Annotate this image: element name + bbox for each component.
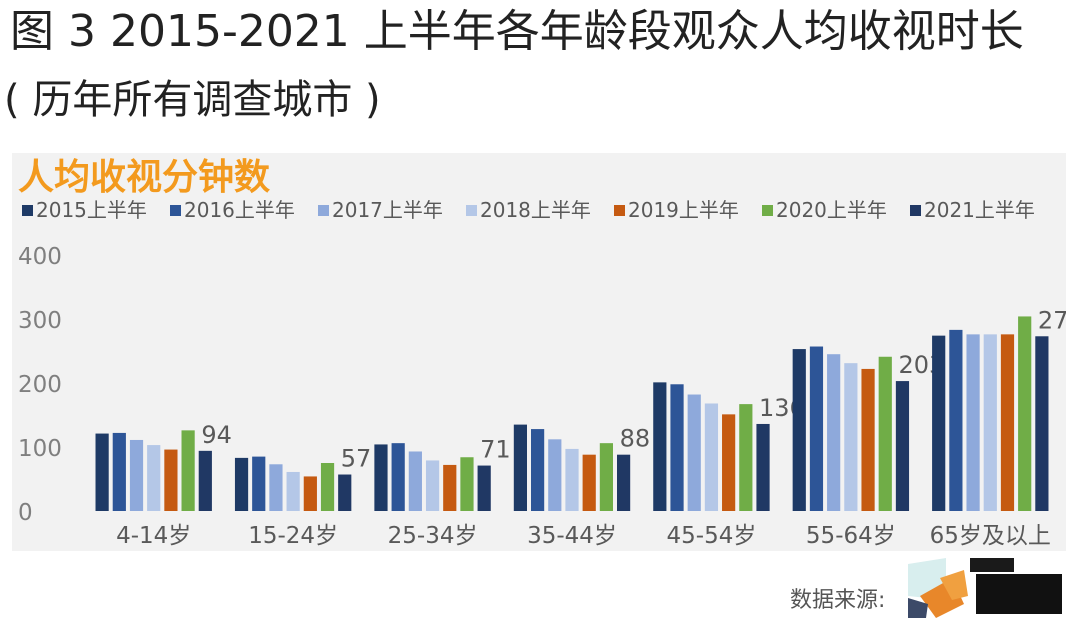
bar bbox=[303, 476, 317, 511]
bar bbox=[95, 433, 109, 511]
bar bbox=[164, 449, 178, 511]
bar bbox=[792, 349, 806, 511]
bar bbox=[932, 335, 946, 511]
bar bbox=[269, 464, 283, 511]
bar bbox=[878, 356, 892, 511]
legend-swatch bbox=[910, 205, 921, 216]
bar bbox=[704, 403, 719, 511]
figure-subtitle: ( 历年所有调查城市 ) bbox=[4, 77, 381, 123]
legend-item: 2019上半年 bbox=[614, 198, 739, 222]
bar bbox=[181, 430, 195, 511]
bar bbox=[443, 464, 457, 511]
x-tick-label: 4-14岁 bbox=[116, 523, 191, 549]
y-tick-label: 200 bbox=[18, 372, 62, 398]
x-tick-label: 15-24岁 bbox=[248, 523, 338, 549]
y-tick-label: 100 bbox=[18, 436, 62, 462]
legend-swatch bbox=[318, 205, 329, 216]
legend: 2015上半年 2016上半年 2017上半年 2018上半年 2019上半年 2020上… bbox=[22, 198, 1035, 222]
x-tick-label: 65岁及以上 bbox=[930, 523, 1051, 549]
legend-swatch bbox=[762, 205, 773, 216]
legend-item: 2020上半年 bbox=[762, 198, 887, 222]
bar bbox=[425, 460, 440, 511]
bar bbox=[147, 445, 161, 511]
bar bbox=[827, 354, 841, 511]
y-tick-label: 300 bbox=[18, 308, 62, 334]
bar bbox=[252, 456, 266, 511]
bar bbox=[949, 329, 963, 511]
source-label: 数据来源: bbox=[790, 588, 886, 613]
bar bbox=[112, 432, 126, 511]
data-label: 94 bbox=[201, 421, 232, 449]
bar bbox=[286, 471, 300, 511]
bar bbox=[531, 429, 545, 511]
bar bbox=[739, 404, 753, 511]
bar bbox=[983, 334, 997, 511]
bar bbox=[1018, 316, 1032, 511]
data-label: 273 bbox=[1038, 306, 1066, 334]
bar bbox=[653, 382, 667, 511]
chart-panel: 人均收视分钟数 2015上半年 2016上半年 2017上半年 2018上半年 2019… bbox=[12, 153, 1066, 551]
publisher-logo-icon bbox=[908, 558, 1062, 618]
legend-label: 2015上半年 bbox=[36, 198, 147, 222]
legend-label: 2017上半年 bbox=[332, 198, 443, 222]
x-tick-label: 35-44岁 bbox=[527, 523, 617, 549]
legend-label: 2019上半年 bbox=[628, 198, 739, 222]
legend-label: 2020上半年 bbox=[776, 198, 887, 222]
bar bbox=[460, 457, 474, 511]
legend-item: 2018上半年 bbox=[466, 198, 591, 222]
legend-item: 2021上半年 bbox=[910, 198, 1035, 222]
legend-label: 2016上半年 bbox=[184, 198, 295, 222]
data-label: 57 bbox=[341, 445, 372, 473]
bar bbox=[966, 334, 980, 511]
x-tick-label: 25-34岁 bbox=[388, 523, 478, 549]
legend-item: 2016上半年 bbox=[170, 198, 295, 222]
bar bbox=[844, 363, 858, 511]
bar bbox=[513, 424, 527, 511]
data-label: 71 bbox=[480, 436, 511, 464]
bar-chart: 2015上半年 2016上半年 2017上半年 2018上半年 2019上半年 2020上… bbox=[18, 198, 1066, 549]
bar bbox=[129, 439, 144, 511]
bar bbox=[234, 457, 249, 511]
bar bbox=[338, 474, 352, 511]
legend-item: 2015上半年 bbox=[22, 198, 147, 222]
bar bbox=[756, 423, 770, 511]
data-label: 88 bbox=[620, 425, 651, 453]
legend-label: 2018上半年 bbox=[480, 198, 591, 222]
y-tick-label: 0 bbox=[18, 500, 33, 526]
legend-label: 2021上半年 bbox=[924, 198, 1035, 222]
bar bbox=[374, 444, 388, 511]
bar bbox=[198, 450, 212, 511]
bar bbox=[670, 384, 684, 511]
bar bbox=[617, 454, 631, 511]
legend-swatch bbox=[614, 205, 625, 216]
x-tick-label: 55-64岁 bbox=[806, 523, 896, 549]
bar bbox=[861, 368, 875, 511]
bar bbox=[895, 381, 910, 511]
y-tick-label: 400 bbox=[18, 244, 62, 270]
legend-swatch bbox=[22, 205, 33, 216]
legend-swatch bbox=[170, 205, 181, 216]
bar bbox=[565, 448, 579, 511]
chart-title: 人均收视分钟数 bbox=[18, 157, 271, 198]
bar bbox=[722, 414, 736, 511]
bar bbox=[1000, 334, 1015, 511]
legend-swatch bbox=[466, 205, 477, 216]
bar bbox=[599, 443, 613, 511]
bar bbox=[1035, 336, 1049, 511]
x-tick-label: 45-54岁 bbox=[667, 523, 757, 549]
bar bbox=[320, 463, 335, 511]
bar bbox=[408, 451, 422, 511]
bar bbox=[548, 439, 562, 511]
bar bbox=[477, 465, 491, 511]
figure-title: 图 3 2015-2021 上半年各年龄段观众人均收视时长 bbox=[10, 6, 1024, 57]
legend-item: 2017上半年 bbox=[318, 198, 443, 222]
bar bbox=[809, 346, 824, 511]
bar bbox=[582, 454, 596, 511]
bar bbox=[391, 443, 405, 511]
bar bbox=[687, 394, 701, 511]
